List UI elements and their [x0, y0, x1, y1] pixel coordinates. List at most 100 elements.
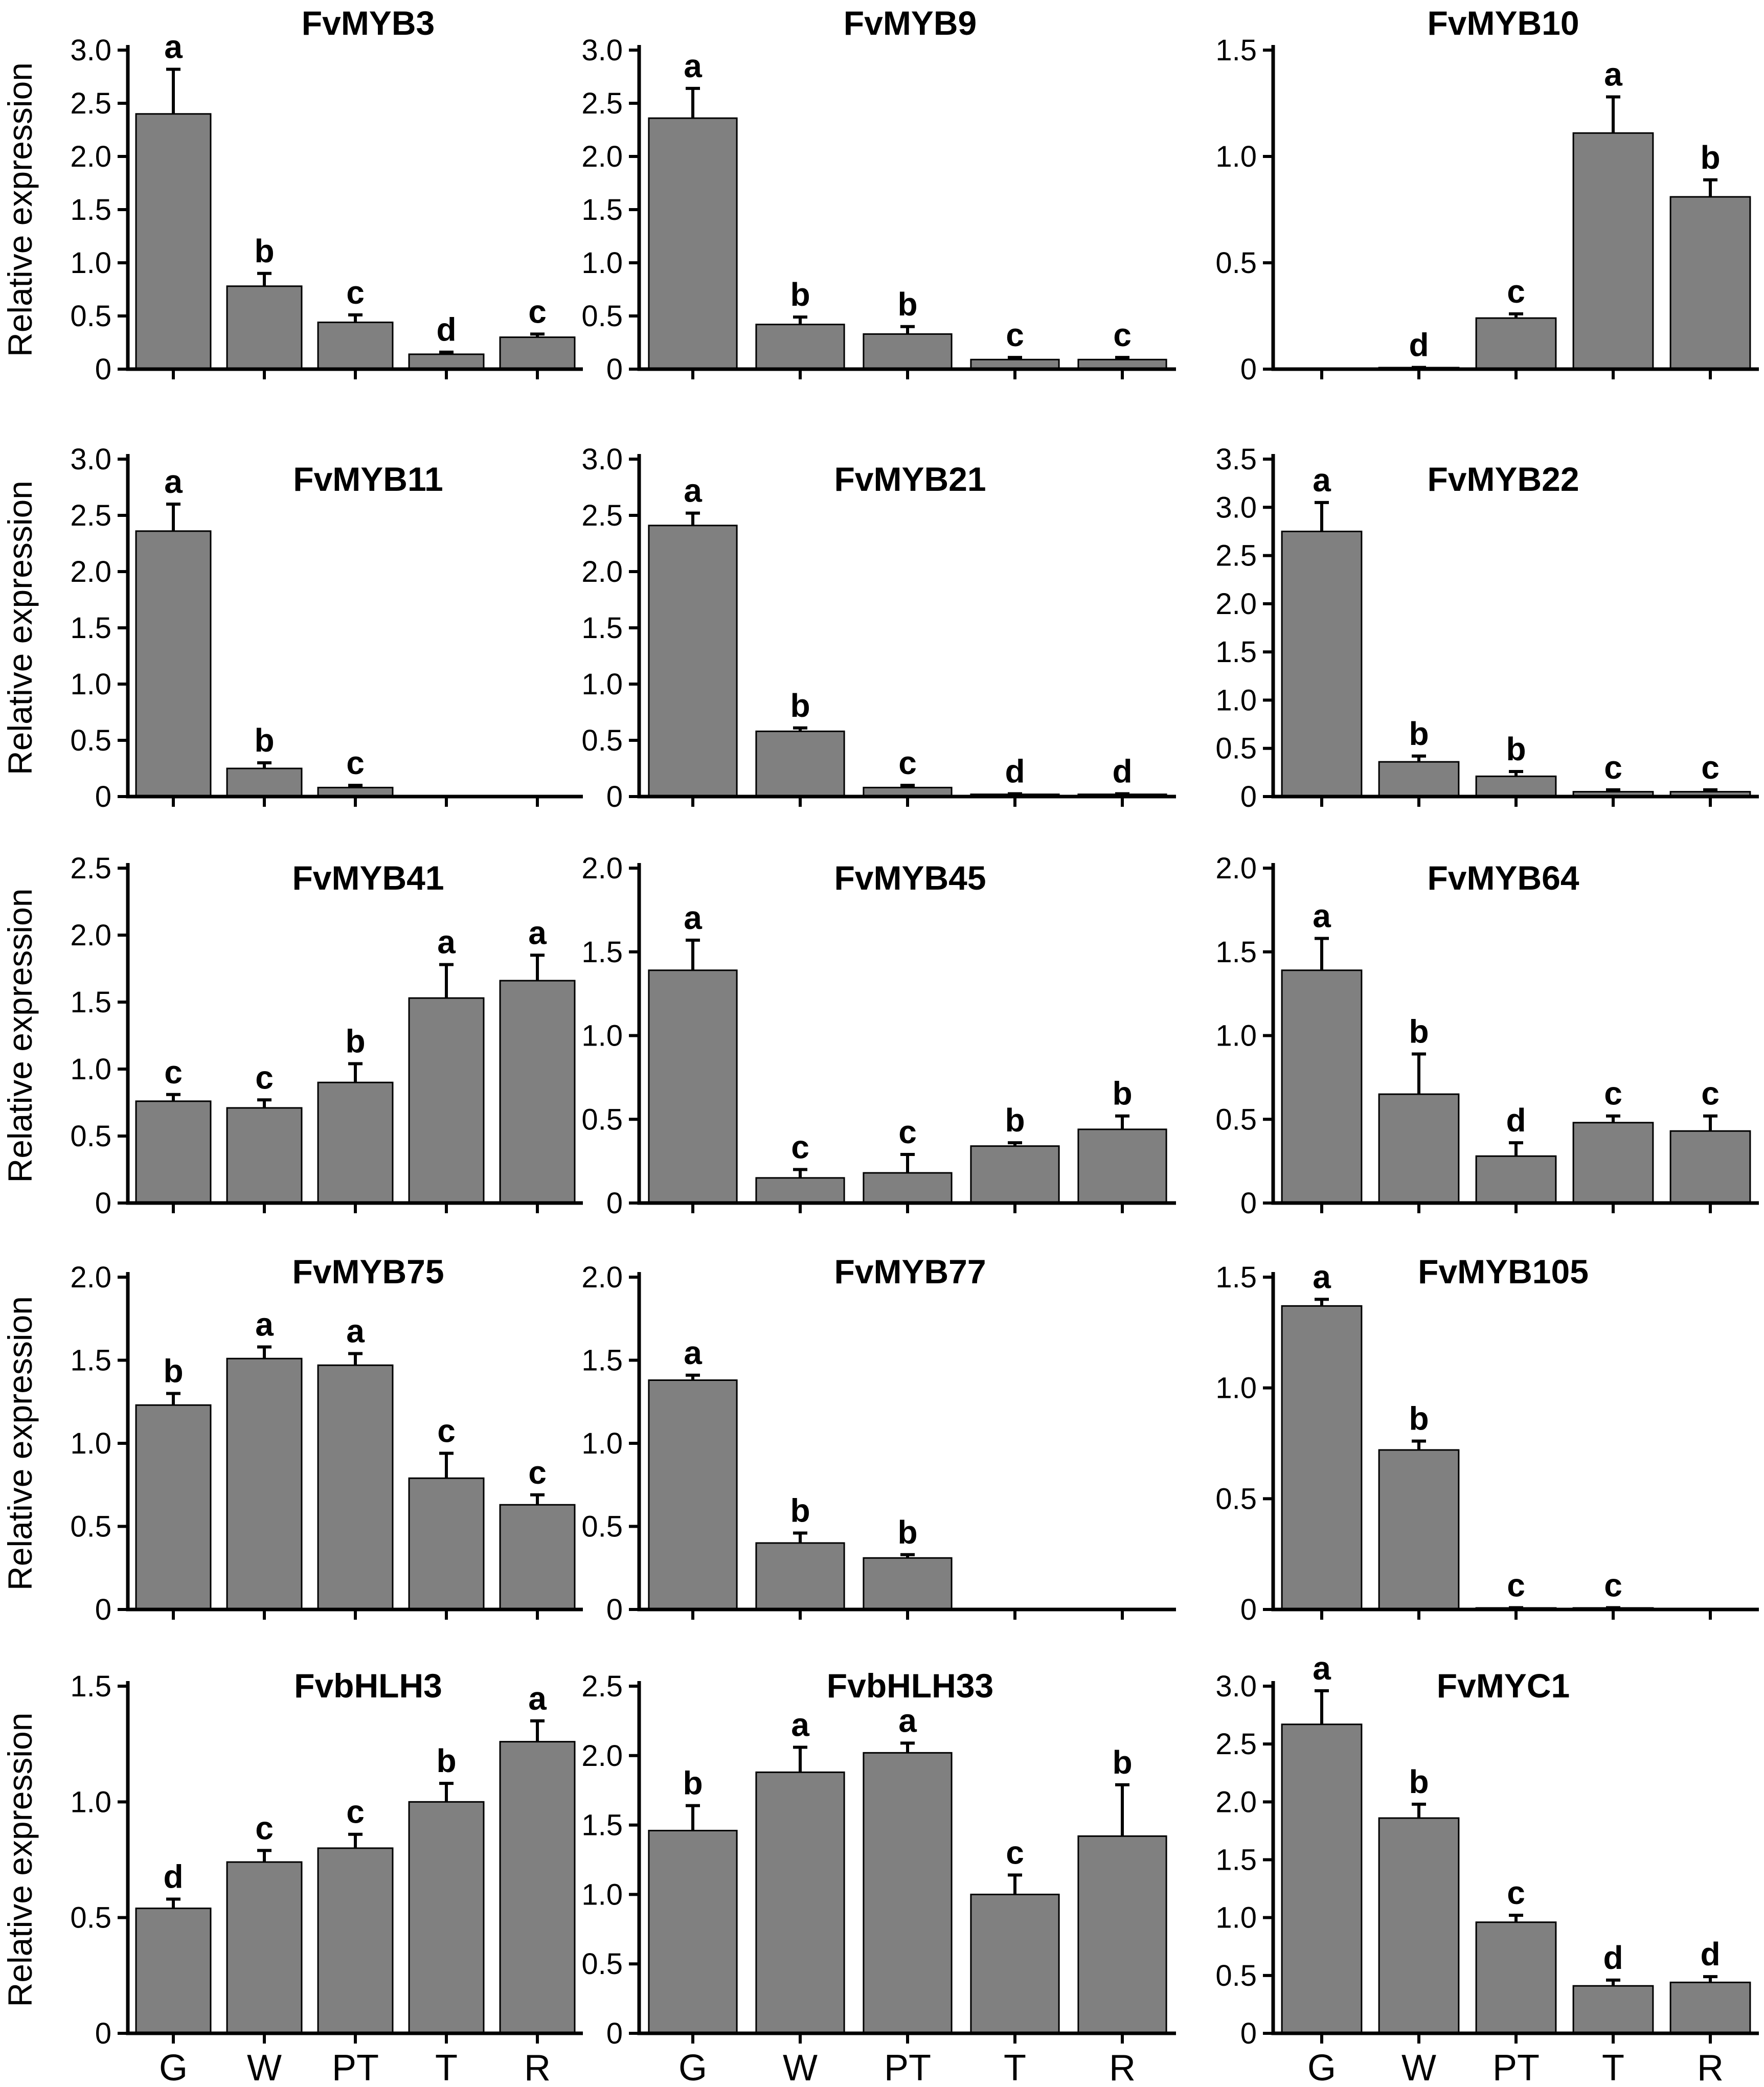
- y-tick-label: 1.0: [581, 1427, 623, 1460]
- bar-w: [755, 1177, 845, 1204]
- y-tick-label: 1.5: [581, 1809, 623, 1842]
- y-tick-label: 0: [1240, 353, 1257, 386]
- significance-label: a: [528, 914, 547, 951]
- y-tick-label: 1.0: [1215, 140, 1257, 173]
- panel-fvmyb10: FvMYB10 d c a b 0 0.5 1.0 1.5: [1215, 4, 1759, 386]
- y-tick-label: 1.0: [581, 668, 623, 701]
- y-tick-label: 1.5: [70, 1344, 111, 1377]
- y-tick-label: 1.5: [581, 1344, 623, 1377]
- bar-pt: [317, 1364, 394, 1610]
- bar-pt: [863, 333, 953, 370]
- bar-w: [226, 1861, 303, 2034]
- bar-w: [755, 1771, 845, 2034]
- y-tick-label: 1.5: [1215, 636, 1257, 669]
- y-tick-label: 1.5: [1215, 1261, 1257, 1294]
- x-tick-label: W: [247, 2048, 282, 2087]
- y-tick-label: 2.0: [70, 919, 111, 952]
- significance-label: c: [346, 1794, 365, 1830]
- y-tick-label: 1.5: [581, 611, 623, 645]
- bar-pt: [1475, 317, 1557, 370]
- significance-label: a: [684, 472, 702, 509]
- bar-r: [1669, 196, 1751, 370]
- chart-title: FvbHLH33: [827, 1667, 993, 1705]
- bar-g: [135, 113, 212, 370]
- y-tick-label: 2.5: [70, 852, 111, 885]
- panels: FvMYB3 Relative expression a b c d c 0 0.5 1.0 1.5…: [1, 4, 1759, 2087]
- y-tick-label: 2.0: [1215, 587, 1257, 621]
- significance-label: c: [791, 1129, 809, 1166]
- panel-fvbhlh33: FvbHLH33 b a a c b 0 0.5 1.0 1.5 2.0 2.5 G W PT T R: [581, 1667, 1176, 2087]
- significance-label: d: [1112, 753, 1132, 790]
- significance-label: c: [1701, 1075, 1720, 1112]
- significance-label: c: [437, 1413, 456, 1449]
- significance-label: b: [897, 286, 917, 323]
- significance-label: a: [898, 1702, 917, 1739]
- bar-pt: [1475, 775, 1557, 798]
- significance-label: d: [163, 1858, 183, 1895]
- bar-pt: [863, 1557, 953, 1610]
- y-tick-label: 0: [606, 353, 623, 386]
- y-tick-label: 0.5: [1215, 1103, 1257, 1136]
- y-tick-label: 1.0: [581, 1019, 623, 1053]
- significance-label: b: [254, 233, 274, 269]
- y-tick-label: 1.0: [581, 246, 623, 280]
- significance-label: b: [790, 1492, 810, 1529]
- y-tick-label: 2.5: [70, 87, 111, 120]
- significance-label: a: [684, 48, 702, 84]
- x-tick-label: PT: [884, 2048, 931, 2087]
- significance-label: c: [1507, 1567, 1525, 1604]
- y-tick-label: 1.5: [70, 193, 111, 226]
- y-tick-label: 1.5: [1215, 936, 1257, 969]
- y-tick-label: 1.0: [70, 1427, 111, 1460]
- bar-w: [1378, 761, 1460, 798]
- bar-g: [648, 1829, 738, 2034]
- panel-fvmyb21: FvMYB21 a b c d d 0 0.5 1.0 1.5 2.0 2.5 3.0: [581, 443, 1176, 813]
- y-tick-label: 2.0: [581, 1739, 623, 1773]
- bar-g: [648, 117, 738, 370]
- bar-g: [135, 530, 212, 798]
- y-tick-label: 3.5: [1215, 443, 1257, 476]
- panel-fvmyb77: FvMYB77 a b b 0 0.5 1.0 1.5 2.0: [581, 1253, 1176, 1626]
- bar-w: [226, 767, 303, 798]
- bar-w: [755, 324, 845, 370]
- bar-r: [1077, 1835, 1167, 2034]
- chart-title: FvbHLH3: [294, 1667, 442, 1705]
- y-tick-label: 0: [1240, 1593, 1257, 1626]
- x-tick-label: T: [435, 2048, 458, 2087]
- significance-label: a: [255, 1306, 274, 1343]
- x-tick-label: G: [159, 2048, 188, 2087]
- y-tick-label: 0: [606, 780, 623, 813]
- y-tick-label: 0.5: [581, 300, 623, 333]
- bar-t: [1572, 132, 1654, 370]
- y-tick-label: 3.0: [581, 34, 623, 67]
- bar-t: [970, 1893, 1060, 2034]
- y-tick-label: 1.0: [70, 1053, 111, 1086]
- bar-g: [135, 1908, 212, 2034]
- significance-label: c: [528, 1454, 547, 1491]
- bar-w: [755, 1542, 845, 1610]
- x-tick-label: W: [783, 2048, 818, 2087]
- y-tick-label: 2.0: [581, 555, 623, 588]
- bar-r: [499, 336, 576, 370]
- significance-label: c: [1507, 1874, 1525, 1911]
- y-tick-label: 0.5: [581, 1103, 623, 1136]
- bar-r: [1077, 1128, 1167, 1204]
- significance-label: a: [684, 1334, 702, 1371]
- y-tick-label: 2.5: [581, 499, 623, 532]
- significance-label: c: [1604, 1567, 1622, 1604]
- bar-pt: [317, 321, 394, 370]
- y-tick-label: 2.5: [70, 499, 111, 532]
- y-tick-label: 2.0: [70, 140, 111, 173]
- bar-g: [1281, 1305, 1363, 1610]
- y-tick-label: 0: [606, 1187, 623, 1220]
- panel-fvmyb64: FvMYB64 a b d c c 0 0.5 1.0 1.5 2.0: [1215, 852, 1759, 1220]
- y-tick-label: 0.5: [581, 1510, 623, 1544]
- y-tick-label: 3.0: [1215, 491, 1257, 524]
- bar-pt: [317, 1847, 394, 2034]
- y-tick-label: 1.0: [70, 246, 111, 280]
- x-tick-label: R: [1697, 2048, 1724, 2087]
- y-tick-label: 2.0: [581, 1261, 623, 1294]
- panel-fvmyb22: FvMYB22 a b b c c 0 0.5 1.0 1.5 2.0 2.5 3.0 3.5: [1215, 443, 1759, 813]
- significance-label: b: [1112, 1075, 1132, 1112]
